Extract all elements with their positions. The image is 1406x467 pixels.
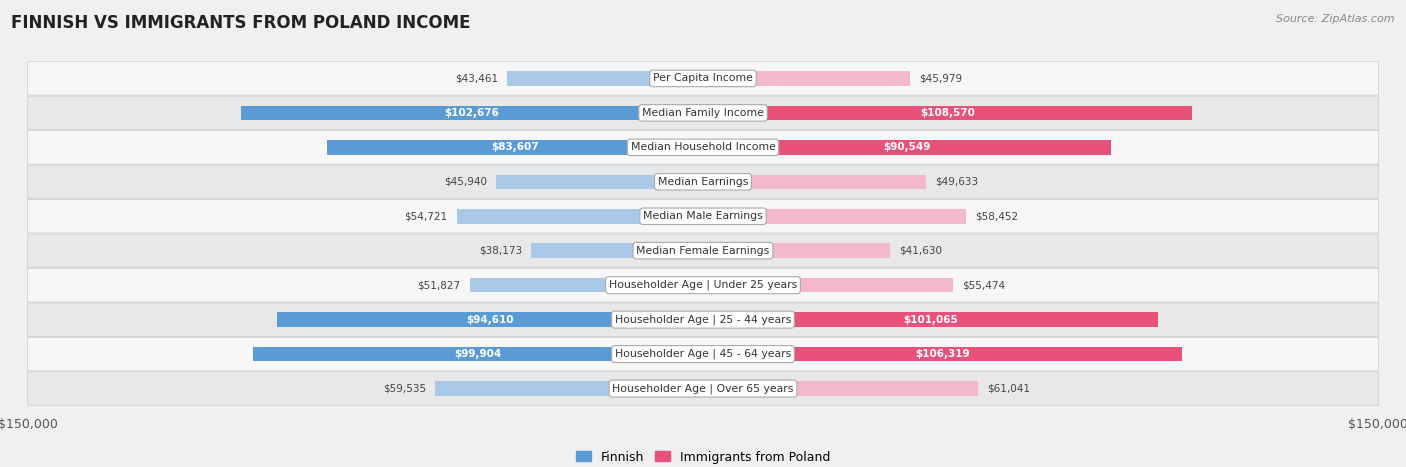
Legend: Finnish, Immigrants from Poland: Finnish, Immigrants from Poland [571, 446, 835, 467]
Text: $102,676: $102,676 [444, 108, 499, 118]
Bar [253, 347, 703, 361]
Bar [496, 175, 703, 189]
Text: Source: ZipAtlas.com: Source: ZipAtlas.com [1277, 14, 1395, 24]
Text: $99,904: $99,904 [454, 349, 502, 359]
FancyBboxPatch shape [28, 165, 1378, 198]
Text: Householder Age | Under 25 years: Householder Age | Under 25 years [609, 280, 797, 290]
Bar [703, 209, 966, 224]
FancyBboxPatch shape [28, 131, 1378, 164]
Text: Householder Age | 45 - 64 years: Householder Age | 45 - 64 years [614, 349, 792, 359]
Bar [240, 106, 703, 120]
FancyBboxPatch shape [28, 234, 1378, 268]
Text: Householder Age | Over 65 years: Householder Age | Over 65 years [612, 383, 794, 394]
Text: $83,607: $83,607 [491, 142, 538, 152]
Text: $101,065: $101,065 [903, 315, 957, 325]
Bar [326, 140, 703, 155]
Text: $108,570: $108,570 [920, 108, 974, 118]
Text: $43,461: $43,461 [456, 73, 498, 84]
FancyBboxPatch shape [28, 62, 1378, 95]
Bar [531, 243, 703, 258]
Text: Median Household Income: Median Household Income [630, 142, 776, 152]
Bar [703, 278, 953, 292]
Bar [703, 312, 1159, 327]
FancyBboxPatch shape [28, 337, 1378, 371]
Text: $106,319: $106,319 [915, 349, 970, 359]
Text: $41,630: $41,630 [900, 246, 942, 256]
Bar [703, 347, 1181, 361]
Bar [703, 71, 910, 85]
FancyBboxPatch shape [28, 96, 1378, 130]
Text: $45,940: $45,940 [444, 177, 486, 187]
Text: Householder Age | 25 - 44 years: Householder Age | 25 - 44 years [614, 314, 792, 325]
Text: FINNISH VS IMMIGRANTS FROM POLAND INCOME: FINNISH VS IMMIGRANTS FROM POLAND INCOME [11, 14, 471, 32]
Text: $45,979: $45,979 [920, 73, 962, 84]
Bar [703, 106, 1192, 120]
Bar [703, 175, 927, 189]
Text: $90,549: $90,549 [883, 142, 931, 152]
Bar [703, 382, 977, 396]
FancyBboxPatch shape [28, 199, 1378, 233]
Text: Median Family Income: Median Family Income [643, 108, 763, 118]
Bar [457, 209, 703, 224]
FancyBboxPatch shape [28, 269, 1378, 302]
Bar [508, 71, 703, 85]
Bar [277, 312, 703, 327]
Bar [434, 382, 703, 396]
Text: Median Earnings: Median Earnings [658, 177, 748, 187]
Bar [703, 243, 890, 258]
Text: $61,041: $61,041 [987, 383, 1029, 394]
Text: $38,173: $38,173 [479, 246, 522, 256]
Text: Median Male Earnings: Median Male Earnings [643, 211, 763, 221]
Text: Per Capita Income: Per Capita Income [652, 73, 754, 84]
Text: $59,535: $59,535 [382, 383, 426, 394]
FancyBboxPatch shape [28, 372, 1378, 405]
Bar [470, 278, 703, 292]
Bar [703, 140, 1111, 155]
Text: $54,721: $54,721 [405, 211, 447, 221]
Text: $49,633: $49,633 [935, 177, 979, 187]
Text: Median Female Earnings: Median Female Earnings [637, 246, 769, 256]
Text: $58,452: $58,452 [976, 211, 1018, 221]
FancyBboxPatch shape [28, 303, 1378, 336]
Text: $51,827: $51,827 [418, 280, 461, 290]
Text: $55,474: $55,474 [962, 280, 1005, 290]
Text: $94,610: $94,610 [467, 315, 513, 325]
